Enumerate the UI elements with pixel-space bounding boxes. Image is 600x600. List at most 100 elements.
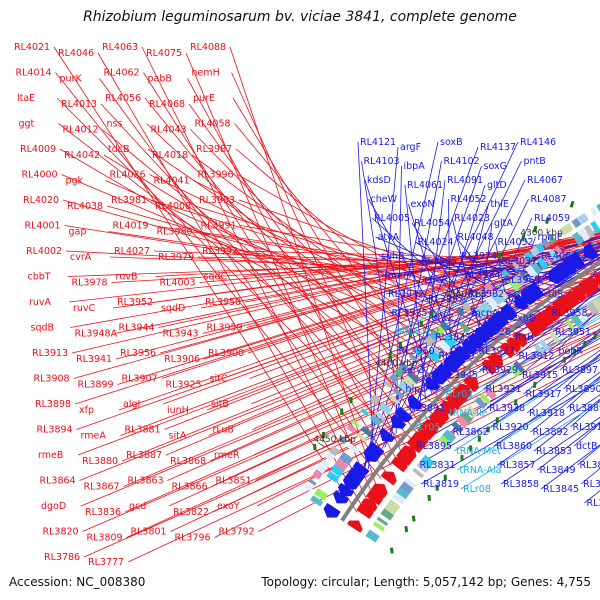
gene-label: dctB [576, 441, 598, 452]
gene-label: ibpA [404, 161, 426, 172]
cog-feature [324, 451, 336, 462]
gene-label: RL4075 [146, 48, 182, 59]
leader-line [115, 232, 600, 360]
tick-label: 4350 kbp [444, 290, 487, 300]
leader-line [497, 394, 600, 466]
leader-line [203, 237, 600, 360]
gene-label: exbD [512, 313, 537, 324]
gc-skew-mark [562, 356, 567, 363]
cog-feature [374, 410, 386, 421]
gene-label: RL3978 [72, 278, 108, 289]
gene-label: ruvC [73, 303, 96, 314]
gene-label: RL3890 [566, 384, 600, 395]
gene-label: mnmA [385, 270, 417, 281]
cog-feature [351, 419, 360, 428]
gene-label: rmeB [38, 450, 63, 461]
leader-line [188, 103, 424, 428]
gene-label: RL3866 [172, 482, 208, 493]
gene-label: sitA [169, 431, 187, 442]
gene-label: RL4088 [190, 42, 226, 53]
gc-skew-mark [497, 252, 502, 260]
cog-feature [360, 425, 374, 438]
accession-text: Accession: NC_008380 [9, 575, 146, 589]
gene-label: RL3858 [503, 479, 539, 490]
gene-label: dgoD [41, 501, 66, 512]
feature-rings [304, 200, 600, 554]
leader-line [357, 141, 375, 462]
leader-line [212, 324, 600, 513]
gene-label: RL3851 [216, 476, 252, 487]
gene-label: atvA [378, 232, 400, 243]
reverse-gene [390, 414, 407, 429]
cog-feature [578, 227, 591, 242]
gene-label: RL3860 [496, 441, 532, 452]
leader-line [552, 286, 600, 333]
gene-label: RL3822 [173, 507, 209, 518]
leader-line [493, 371, 600, 447]
leader-line [243, 244, 600, 277]
gene-label: RL3979 [158, 252, 194, 263]
gene-label: RL4048 [458, 232, 494, 243]
leader-line [124, 301, 600, 513]
gene-label: RL3917 [526, 389, 562, 400]
cog-feature [329, 445, 340, 457]
gene-label: RL3792 [219, 527, 255, 538]
cog-feature [334, 458, 349, 472]
cog-feature [376, 516, 389, 527]
gene-label: tRNA-Ile [449, 408, 488, 419]
gene-label: sqdB [31, 323, 55, 334]
gene-label: RL3950 [205, 297, 241, 308]
gene-label: RL4067 [527, 175, 563, 186]
cog-feature [571, 217, 582, 229]
gene-label: RL3995 [421, 256, 457, 267]
gene-label: RL4027 [114, 246, 150, 257]
cog-feature [575, 308, 589, 324]
gene-label: RL3980 [157, 227, 193, 238]
gene-label: RL4054 [414, 218, 450, 229]
gene-label: RL3881 [125, 425, 161, 436]
cog-feature [496, 287, 509, 301]
cog-feature [412, 467, 425, 479]
reverse-gene [425, 375, 441, 391]
cog-feature [508, 363, 522, 378]
gene-label: RL4008 [155, 201, 191, 212]
leader-line [399, 263, 600, 371]
gene-label: RL4003 [160, 278, 196, 289]
gene-label: exoY [217, 501, 240, 512]
leader-line [455, 236, 518, 314]
gene-label: hemH [192, 68, 220, 79]
gene-label: RL3925 [166, 380, 202, 391]
gene-label: RL3938 [489, 403, 525, 414]
leader-line [357, 146, 479, 484]
gene-label: RL3845 [543, 484, 579, 495]
gene-label: RL3819 [423, 479, 459, 490]
gene-label: RL4019 [113, 221, 149, 232]
gc-skew-mark [572, 348, 577, 355]
gene-label: RL3926 [475, 327, 511, 338]
genome-summary: Topology: circular; Length: 5,057,142 bp… [261, 575, 591, 589]
cog-feature [407, 371, 420, 384]
cog-feature [337, 435, 348, 445]
forward-gene [422, 419, 439, 435]
leader-line [490, 349, 600, 428]
gene-label: xfp [79, 405, 94, 416]
gene-label: RL3880 [82, 456, 118, 467]
gene-label: RL3952 [117, 297, 153, 308]
cog-feature [442, 429, 457, 443]
gene-label: RL4023 [454, 213, 490, 224]
gene-label: RL3996 [198, 170, 234, 181]
gene-label: sitB [211, 399, 229, 410]
cog-feature [326, 470, 340, 483]
cog-feature [590, 220, 600, 234]
forward-gene [592, 272, 600, 286]
forward-gene [457, 383, 472, 399]
gene-label: RL3899 [78, 380, 114, 391]
cog-feature [310, 495, 324, 507]
gene-label: RL4005 [374, 213, 410, 224]
gene-label: RLr05 [413, 422, 441, 433]
cog-feature [513, 272, 528, 288]
cog-feature [511, 261, 521, 271]
leader-line [420, 381, 600, 485]
forward-gene [463, 376, 479, 393]
cog-feature [530, 261, 543, 275]
